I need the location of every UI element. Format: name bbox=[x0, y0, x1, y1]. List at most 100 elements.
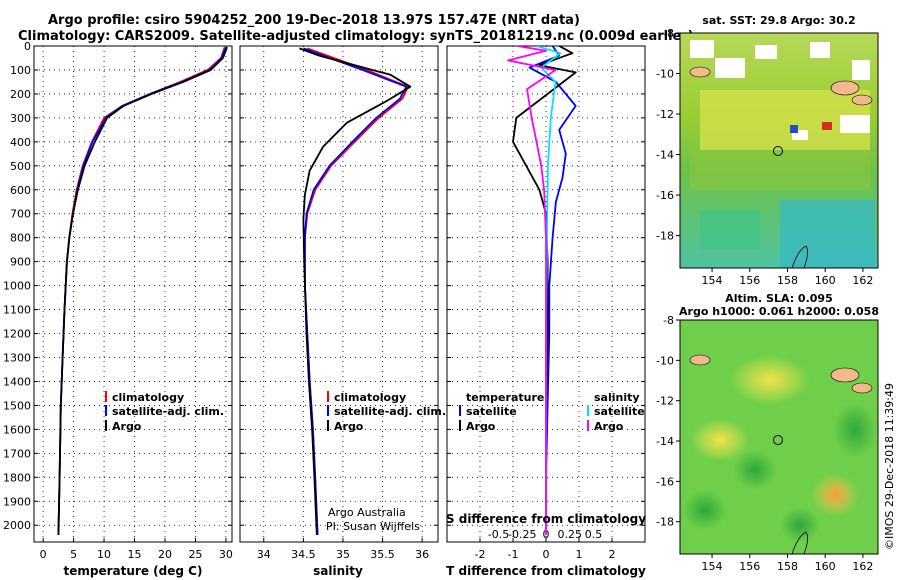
y-tick-label: 900 bbox=[10, 256, 31, 269]
argo-position-marker bbox=[773, 435, 783, 445]
x-tick-label: 34 bbox=[257, 548, 271, 561]
y-tick-label: 500 bbox=[10, 160, 31, 173]
series-line-s-argo bbox=[507, 46, 557, 535]
x-tick-label: 1 bbox=[576, 548, 583, 561]
temperature-legend: climatology satellite-adj. clim. Argo bbox=[105, 391, 224, 433]
series-line-satellite-adj-clim- bbox=[303, 47, 408, 535]
s-tick-label: 0.5 bbox=[585, 528, 603, 541]
map-x-tick-label: 158 bbox=[777, 560, 798, 573]
map-y-tick-label: -12 bbox=[656, 395, 674, 408]
y-tick-label: 1100 bbox=[3, 304, 31, 317]
series-line-climatology bbox=[57, 46, 226, 535]
series-group bbox=[299, 47, 412, 535]
legend-argo-label: Argo bbox=[112, 420, 142, 433]
sst-map-title: sat. SST: 29.8 Argo: 30.2 bbox=[702, 14, 855, 27]
x-tick-label: 10 bbox=[97, 548, 111, 561]
series-line-climatology bbox=[303, 47, 409, 535]
legend-salinity-title: salinity bbox=[594, 391, 640, 404]
legend-clim-label: climatology bbox=[112, 391, 184, 404]
sla-map-title-2: Argo h1000: 0.061 h2000: 0.058 bbox=[679, 305, 879, 318]
legend-s-sat-label: satellite bbox=[594, 405, 645, 418]
series-group bbox=[507, 46, 577, 535]
legend-temperature-title: temperature bbox=[466, 391, 544, 404]
x-tick-label: 0 bbox=[40, 548, 47, 561]
map-y-tick-label: -10 bbox=[656, 354, 674, 367]
y-tick-label: 1000 bbox=[3, 280, 31, 293]
s-tick-label: -0.25 bbox=[508, 528, 536, 541]
y-tick-label: 1400 bbox=[3, 375, 31, 388]
y-tick-label: 100 bbox=[10, 64, 31, 77]
s-tick-label: -0.5 bbox=[488, 528, 509, 541]
y-tick-label: 2000 bbox=[3, 519, 31, 532]
map-y-tick-label: -16 bbox=[656, 475, 674, 488]
difference-legend-salinity: salinity satellite Argo bbox=[587, 391, 645, 433]
credit-line-1: Argo Australia bbox=[328, 506, 406, 519]
sst-map-frame bbox=[679, 32, 879, 269]
series-line-argo bbox=[299, 47, 412, 535]
x-tick-label: -2 bbox=[475, 548, 486, 561]
x-tick-label: 5 bbox=[70, 548, 77, 561]
map-y-tick-label: -18 bbox=[656, 516, 674, 529]
map-y-tick-label: -14 bbox=[656, 149, 674, 162]
credit-line-2: PI: Susan Wijffels bbox=[326, 520, 420, 533]
series-line-t-satellite bbox=[528, 46, 577, 535]
map-y-tick-label: -12 bbox=[656, 108, 674, 121]
x-tick-label: 15 bbox=[128, 548, 142, 561]
sla-map-frame bbox=[679, 319, 879, 555]
s-difference-label: S difference from climatology bbox=[446, 512, 646, 526]
map-y-tick-label: -14 bbox=[656, 435, 674, 448]
salinity-legend: climatology satellite-adj. clim. Argo bbox=[327, 391, 446, 433]
map-x-tick-label: 162 bbox=[852, 560, 873, 573]
sla-map-title-1: Altim. SLA: 0.095 bbox=[725, 292, 832, 305]
map-x-tick-label: 160 bbox=[815, 274, 836, 287]
x-tick-label: 34.5 bbox=[291, 548, 316, 561]
y-tick-label: 1500 bbox=[3, 399, 31, 412]
map-y-tick-label: -16 bbox=[656, 189, 674, 202]
y-tick-label: 700 bbox=[10, 208, 31, 221]
x-tick-label: -1 bbox=[508, 548, 519, 561]
timestamp: ©IMOS 29-Dec-2018 11:39:49 bbox=[883, 383, 896, 550]
map-y-tick-label: -10 bbox=[656, 68, 674, 81]
legend-t-sat-label: satellite bbox=[466, 405, 517, 418]
x-tick-label: 35 bbox=[336, 548, 350, 561]
series-line-satellite-adj-clim- bbox=[57, 46, 227, 535]
y-tick-label: 400 bbox=[10, 136, 31, 149]
map-x-tick-label: 154 bbox=[702, 274, 723, 287]
x-tick-label: 25 bbox=[188, 548, 202, 561]
legend-clim-label: climatology bbox=[334, 391, 406, 404]
title-line-1: Argo profile: csiro 5904252_200 19-Dec-2… bbox=[48, 13, 580, 28]
y-tick-label: 1600 bbox=[3, 423, 31, 436]
y-tick-label: 1200 bbox=[3, 328, 31, 341]
series-line-t-argo bbox=[512, 46, 577, 535]
legend-s-argo-label: Argo bbox=[594, 420, 624, 433]
s-tick-label: 0.25 bbox=[558, 528, 583, 541]
map-x-tick-label: 156 bbox=[739, 274, 760, 287]
y-tick-label: 1800 bbox=[3, 471, 31, 484]
difference-xlabel: T difference from climatology bbox=[446, 564, 646, 578]
sst-map bbox=[680, 33, 878, 268]
map-x-tick-label: 156 bbox=[739, 560, 760, 573]
legend-sat-label: satellite-adj. clim. bbox=[334, 405, 446, 418]
title-line-2: Climatology: CARS2009. Satellite-adjuste… bbox=[18, 29, 694, 44]
argo-position-marker bbox=[773, 146, 783, 156]
salinity-xlabel: salinity bbox=[313, 564, 363, 578]
y-tick-label: 600 bbox=[10, 184, 31, 197]
x-tick-label: 2 bbox=[609, 548, 616, 561]
x-tick-label: 36 bbox=[415, 548, 429, 561]
tick-layer: 0100200300400500600700800900100011001200… bbox=[3, 27, 873, 573]
x-tick-label: 20 bbox=[158, 548, 172, 561]
salinity-panel bbox=[239, 45, 439, 543]
map-x-tick-label: 154 bbox=[702, 560, 723, 573]
map-x-tick-label: 158 bbox=[777, 274, 798, 287]
series-group bbox=[57, 46, 228, 535]
temperature-xlabel: temperature (deg C) bbox=[64, 564, 203, 578]
y-tick-label: 0 bbox=[24, 40, 31, 53]
grid-layer bbox=[34, 45, 645, 542]
map-y-tick-label: -8 bbox=[663, 27, 674, 40]
map-y-tick-label: -8 bbox=[663, 314, 674, 327]
series-line-argo bbox=[57, 46, 228, 535]
y-tick-label: 1900 bbox=[3, 495, 31, 508]
legend-argo-label: Argo bbox=[334, 420, 364, 433]
legend-sat-label: satellite-adj. clim. bbox=[112, 405, 224, 418]
